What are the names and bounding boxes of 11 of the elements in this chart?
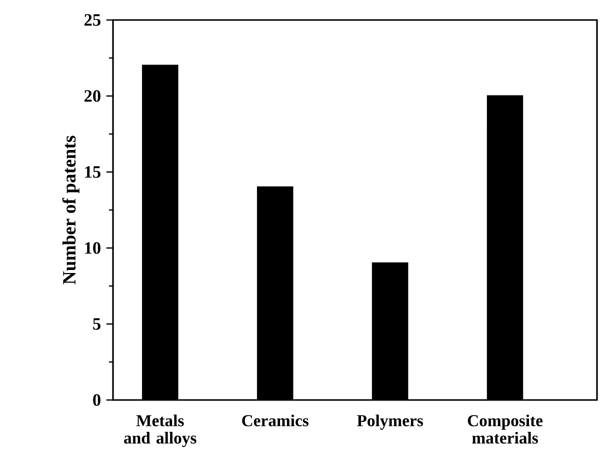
y-axis-title: Number of patents	[62, 136, 80, 284]
x-tick-label: Polymers	[357, 414, 423, 430]
y-tick-label: 5	[93, 318, 100, 330]
y-tick-label: 20	[84, 90, 100, 102]
y-tick-label: 10	[85, 242, 100, 254]
x-tick-label: Metals and alloys	[124, 414, 196, 448]
y-tick-label: 0	[93, 394, 100, 406]
y-tick-label: 25	[84, 14, 100, 26]
x-tick-label: Composite materials	[468, 414, 543, 444]
y-tick-label: 15	[85, 166, 100, 178]
x-tick-label: Ceramics	[242, 414, 308, 426]
